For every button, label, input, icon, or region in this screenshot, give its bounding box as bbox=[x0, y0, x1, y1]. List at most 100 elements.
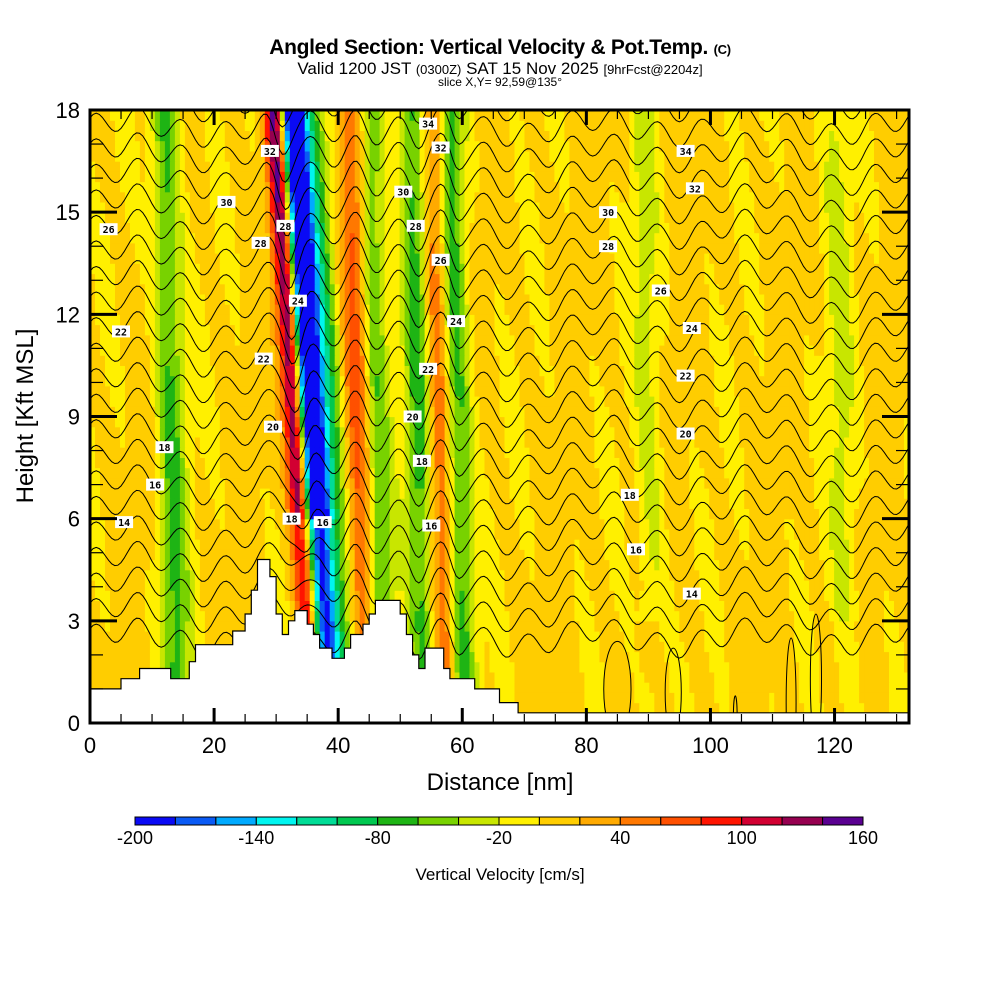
field-cell bbox=[339, 539, 346, 550]
field-cell bbox=[459, 447, 466, 458]
field-cell bbox=[784, 518, 790, 530]
field-cell bbox=[834, 671, 840, 683]
field-cell bbox=[864, 436, 870, 448]
field-cell bbox=[144, 600, 151, 612]
field-cell bbox=[774, 702, 780, 714]
field-cell bbox=[100, 467, 106, 479]
field-cell bbox=[404, 467, 411, 479]
field-cell bbox=[199, 580, 206, 591]
field-cell bbox=[519, 569, 526, 581]
field-cell bbox=[649, 518, 655, 530]
field-cell bbox=[764, 631, 770, 642]
field-cell bbox=[484, 559, 491, 571]
field-cell bbox=[179, 426, 186, 438]
field-cell bbox=[379, 477, 386, 489]
field-cell bbox=[120, 549, 126, 561]
field-cell bbox=[859, 477, 865, 489]
field-cell bbox=[559, 416, 565, 428]
field-cell bbox=[100, 580, 106, 591]
field-cell bbox=[459, 631, 466, 642]
field-cell bbox=[799, 416, 805, 428]
field-cell bbox=[469, 549, 476, 561]
field-cell bbox=[110, 498, 116, 509]
field-cell bbox=[409, 498, 416, 509]
field-cell bbox=[329, 436, 336, 448]
field-cell bbox=[724, 416, 730, 428]
field-cell bbox=[414, 610, 421, 622]
field-cell bbox=[199, 549, 206, 561]
field-cell bbox=[184, 610, 191, 622]
field-cell bbox=[209, 631, 216, 642]
field-cell bbox=[120, 436, 126, 448]
field-cell bbox=[684, 702, 690, 714]
field-cell bbox=[744, 436, 750, 448]
field-cell bbox=[829, 528, 835, 540]
field-cell bbox=[319, 600, 326, 612]
field-cell bbox=[95, 631, 101, 642]
field-cell bbox=[449, 436, 456, 448]
field-cell bbox=[309, 488, 316, 499]
field-cell bbox=[849, 488, 855, 499]
field-cell bbox=[679, 477, 685, 489]
field-cell bbox=[389, 457, 396, 469]
field-cell bbox=[414, 508, 421, 520]
field-cell bbox=[839, 508, 845, 520]
field-cell bbox=[324, 610, 331, 622]
field-cell bbox=[239, 549, 246, 561]
field-cell bbox=[839, 620, 845, 632]
field-cell bbox=[384, 539, 391, 550]
field-cell bbox=[404, 610, 411, 622]
field-cell bbox=[464, 498, 471, 509]
field-cell bbox=[854, 477, 860, 489]
field-cell bbox=[599, 426, 605, 438]
field-cell bbox=[319, 569, 326, 581]
field-cell bbox=[644, 620, 650, 632]
field-cell bbox=[624, 590, 630, 601]
field-cell bbox=[429, 569, 436, 581]
field-cell bbox=[464, 528, 471, 540]
field-cell bbox=[639, 661, 645, 673]
field-cell bbox=[579, 610, 585, 622]
field-cell bbox=[859, 447, 865, 458]
field-cell bbox=[534, 416, 541, 428]
field-cell bbox=[289, 600, 296, 612]
field-cell bbox=[429, 641, 436, 653]
field-cell bbox=[239, 600, 246, 612]
field-cell bbox=[444, 620, 451, 632]
field-cell bbox=[125, 610, 131, 622]
field-cell bbox=[134, 508, 141, 520]
field-cell bbox=[354, 508, 361, 520]
field-cell bbox=[394, 426, 401, 438]
field-cell bbox=[794, 508, 800, 520]
field-cell bbox=[464, 559, 471, 571]
field-cell bbox=[839, 559, 845, 571]
field-cell bbox=[644, 682, 650, 693]
field-cell bbox=[189, 416, 196, 428]
field-cell bbox=[529, 518, 536, 530]
field-cell bbox=[234, 518, 241, 530]
field-cell bbox=[509, 580, 516, 591]
field-cell bbox=[619, 600, 625, 612]
field-cell bbox=[774, 447, 780, 458]
field-cell bbox=[834, 661, 840, 673]
field-cell bbox=[734, 692, 740, 704]
field-cell bbox=[599, 682, 605, 693]
field-cell bbox=[504, 488, 511, 499]
field-cell bbox=[589, 661, 595, 673]
field-cell bbox=[479, 651, 486, 663]
field-cell bbox=[699, 641, 705, 653]
field-cell bbox=[159, 610, 166, 622]
field-cell bbox=[519, 467, 526, 479]
field-cell bbox=[154, 600, 161, 612]
field-cell bbox=[739, 651, 745, 663]
field-cell bbox=[554, 651, 560, 663]
field-cell bbox=[794, 651, 800, 663]
field-cell bbox=[454, 457, 461, 469]
field-cell bbox=[739, 590, 745, 601]
field-cell bbox=[844, 436, 850, 448]
subtitle-valid: Valid 1200 JST bbox=[297, 59, 412, 78]
field-cell bbox=[809, 661, 815, 673]
field-cell bbox=[439, 569, 446, 581]
field-cell bbox=[714, 682, 720, 693]
field-cell bbox=[629, 600, 635, 612]
